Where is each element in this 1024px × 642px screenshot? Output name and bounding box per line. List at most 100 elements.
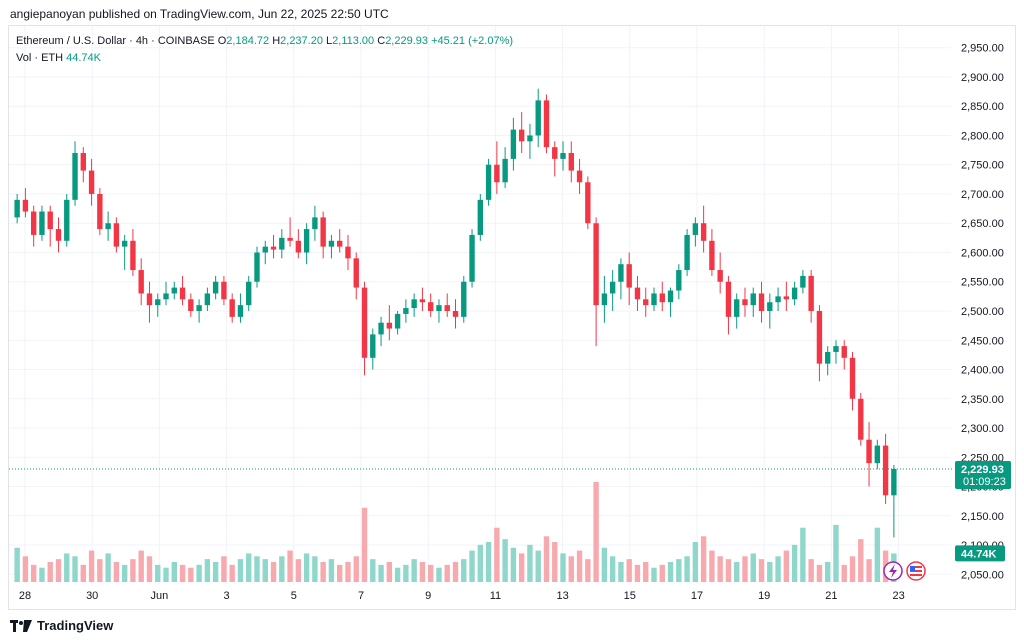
price-tick-label: 2,050.00 — [961, 569, 1004, 581]
time-tick-label: 11 — [490, 590, 501, 602]
volume-bar — [394, 567, 401, 582]
open-label: O — [217, 35, 227, 47]
volume-bar — [370, 559, 376, 582]
candle-body — [130, 240, 136, 271]
us-flag-icon[interactable] — [906, 561, 926, 581]
volume-bar — [477, 544, 484, 582]
symbol-title[interactable]: Ethereum / U.S. Dollar · 4h · COINBASE — [16, 35, 215, 47]
volume-bar — [196, 564, 202, 582]
volume-bar — [262, 559, 268, 582]
volume-bar — [320, 562, 326, 582]
volume-bar — [800, 527, 806, 582]
time-tick-label: 17 — [691, 590, 703, 602]
volume-bar — [700, 536, 707, 582]
candle-body — [337, 240, 343, 247]
price-tick-label: 2,600.00 — [961, 247, 1004, 259]
volume-bar — [750, 553, 756, 582]
candle-body — [485, 164, 492, 200]
candle-body — [659, 293, 665, 303]
brand-name[interactable]: TradingView — [37, 618, 114, 633]
volume-bar — [742, 556, 748, 582]
candle-body — [692, 223, 699, 235]
candle-body — [717, 270, 723, 282]
candle-body — [816, 311, 823, 364]
candle-body — [800, 275, 806, 288]
price-tick-label: 2,500.00 — [961, 306, 1004, 318]
candle-body — [510, 129, 517, 159]
volume-bar — [105, 553, 111, 582]
time-axis[interactable]: 28 30 Jun 3 5 7 9 11 13 15 17 19 21 23 — [19, 590, 905, 602]
candle-body — [419, 299, 426, 303]
volume-bar — [345, 562, 351, 582]
price-tick-label: 2,350.00 — [961, 394, 1004, 406]
time-tick-label: 7 — [358, 590, 364, 602]
volume-bar — [841, 564, 847, 582]
price-tick-label: 2,950.00 — [961, 43, 1004, 55]
candle-body — [345, 246, 351, 259]
volume-bar — [568, 556, 574, 582]
volume-label[interactable]: Vol · ETH — [16, 52, 64, 64]
chart-frame — [8, 25, 1016, 610]
volume-bar — [353, 556, 359, 582]
candle-body — [469, 234, 475, 282]
volume-bar — [279, 556, 285, 582]
volume-bar — [312, 556, 318, 582]
candle-body — [146, 293, 153, 306]
volume-bar — [601, 547, 608, 582]
time-tick-label: 19 — [758, 590, 770, 602]
volume-bar — [849, 556, 856, 582]
candle-body — [461, 281, 467, 317]
volume-bar — [64, 553, 70, 582]
volume-bar — [874, 527, 881, 582]
candle-body — [229, 299, 235, 317]
volume-bar — [113, 562, 120, 582]
volume-bar — [825, 562, 831, 582]
candle-body — [651, 293, 657, 306]
volume-bar — [270, 562, 277, 582]
volume-bar — [436, 567, 442, 582]
volume-bar — [684, 556, 690, 582]
candle-body — [758, 293, 765, 311]
candle-body — [791, 287, 798, 300]
time-tick-label: 28 — [19, 590, 31, 602]
volume-bar — [651, 567, 657, 582]
candle-body — [825, 351, 831, 364]
candlestick-chart[interactable]: 2,050.002,100.002,150.002,200.002,250.00… — [9, 26, 1015, 609]
volume-bar — [692, 542, 699, 582]
lightning-icon[interactable] — [883, 561, 903, 581]
volume-bar — [618, 562, 624, 582]
volume-bar — [791, 544, 798, 582]
candle-body — [626, 264, 632, 288]
candle-body — [535, 100, 541, 136]
candle-body — [14, 199, 20, 218]
candle-body — [303, 229, 310, 253]
candle-body — [394, 313, 401, 329]
volume-bar — [461, 559, 467, 582]
volume-bar — [287, 550, 293, 582]
price-tick-label: 2,150.00 — [961, 511, 1004, 523]
volume-bar — [212, 562, 219, 582]
candle-body — [775, 296, 781, 303]
candle-body — [80, 153, 86, 171]
price-axis[interactable]: 2,050.002,100.002,150.002,200.002,250.00… — [961, 43, 1004, 582]
volume-bar — [717, 556, 723, 582]
volume-bar — [22, 556, 29, 582]
volume-bar — [609, 556, 616, 582]
candle-body — [221, 281, 227, 300]
volume-bar — [518, 553, 525, 582]
candle-body — [204, 293, 211, 306]
volume-bar — [808, 559, 814, 582]
candle-body — [370, 334, 376, 358]
time-tick-label: 9 — [425, 590, 431, 602]
candle-body — [667, 290, 674, 303]
time-tick-label: 21 — [825, 590, 837, 602]
candle-body — [328, 240, 335, 247]
candle-body — [452, 311, 459, 317]
time-tick-label: 3 — [224, 590, 230, 602]
volume-bar — [378, 564, 384, 582]
candle-body — [97, 193, 103, 230]
candle-body — [808, 275, 814, 311]
candle-body — [179, 287, 186, 300]
volume-bar — [171, 562, 177, 582]
volume-bar — [55, 559, 62, 582]
